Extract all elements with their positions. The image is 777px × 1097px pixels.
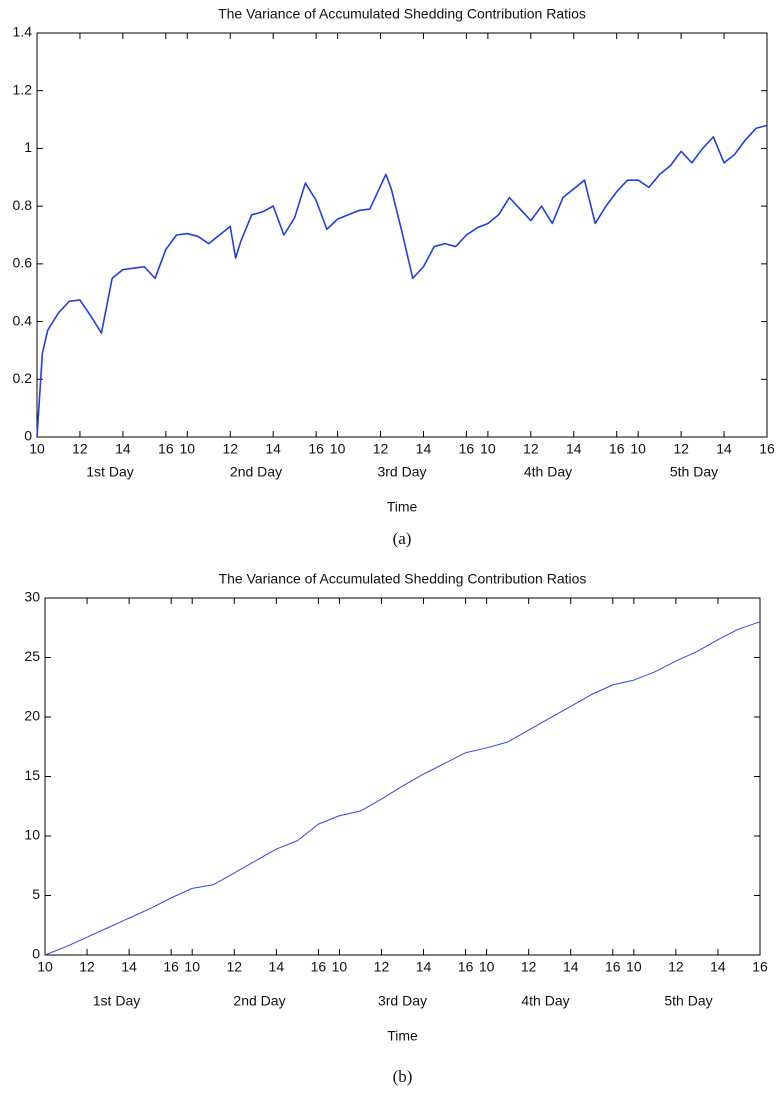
- day-label: 1st Day: [93, 993, 140, 1009]
- y-tick-label: 10: [24, 827, 40, 843]
- y-tick-label: 0: [24, 428, 32, 444]
- x-tick-label: 14: [115, 441, 131, 457]
- chart-title: The Variance of Accumulated Shedding Con…: [219, 571, 587, 587]
- x-tick-label: 12: [222, 441, 238, 457]
- x-tick-label: 16: [163, 959, 179, 975]
- day-label: 5th Day: [670, 464, 718, 480]
- x-tick-label: 14: [416, 441, 432, 457]
- x-tick-label: 16: [311, 959, 327, 975]
- x-tick-label: 10: [630, 441, 646, 457]
- x-tick-label: 12: [79, 959, 95, 975]
- x-tick-label: 10: [37, 959, 53, 975]
- x-axis-label: Time: [387, 499, 418, 515]
- chart-title: The Variance of Accumulated Shedding Con…: [218, 6, 586, 22]
- x-tick-label: 10: [332, 959, 348, 975]
- y-tick-label: 0.6: [13, 255, 33, 271]
- x-axis-label: Time: [387, 1028, 418, 1044]
- y-tick-label: 0.2: [13, 370, 33, 386]
- x-tick-label: 12: [523, 441, 539, 457]
- x-tick-label: 16: [308, 441, 324, 457]
- day-label: 1st Day: [86, 464, 133, 480]
- x-tick-label: 14: [716, 441, 732, 457]
- x-tick-label: 14: [563, 959, 579, 975]
- y-tick-label: 1: [24, 139, 32, 155]
- x-tick-label: 10: [29, 441, 45, 457]
- day-label: 5th Day: [664, 993, 712, 1009]
- x-tick-label: 16: [752, 959, 768, 975]
- x-tick-label: 12: [668, 959, 684, 975]
- x-tick-label: 10: [626, 959, 642, 975]
- y-tick-label: 0.8: [13, 197, 33, 213]
- y-tick-label: 1.4: [13, 24, 33, 40]
- day-label: 4th Day: [524, 464, 572, 480]
- day-label: 2nd Day: [233, 993, 285, 1009]
- data-line: [36, 124, 768, 438]
- x-tick-label: 12: [673, 441, 689, 457]
- x-tick-label: 12: [521, 959, 537, 975]
- day-label: 4th Day: [521, 993, 569, 1009]
- caption: (b): [393, 1067, 413, 1086]
- x-tick-label: 10: [330, 441, 346, 457]
- x-tick-label: 16: [458, 959, 474, 975]
- x-tick-label: 12: [226, 959, 242, 975]
- x-tick-label: 16: [158, 441, 174, 457]
- x-tick-label: 10: [184, 959, 200, 975]
- x-tick-label: 12: [72, 441, 88, 457]
- caption: (a): [393, 529, 412, 548]
- x-tick-label: 16: [759, 441, 775, 457]
- y-tick-label: 5: [32, 886, 40, 902]
- x-tick-label: 14: [710, 959, 726, 975]
- x-tick-label: 14: [269, 959, 285, 975]
- data-line: [44, 621, 761, 956]
- day-label: 3rd Day: [378, 993, 427, 1009]
- x-tick-label: 16: [605, 959, 621, 975]
- plot-frame: [36, 32, 768, 438]
- x-tick-label: 16: [459, 441, 475, 457]
- y-tick-label: 15: [24, 767, 40, 783]
- x-tick-label: 10: [180, 441, 196, 457]
- x-tick-label: 10: [479, 959, 495, 975]
- x-tick-label: 16: [609, 441, 625, 457]
- day-label: 2nd Day: [230, 464, 282, 480]
- y-tick-label: 25: [24, 648, 40, 664]
- x-tick-label: 14: [121, 959, 137, 975]
- x-tick-label: 14: [416, 959, 432, 975]
- x-tick-label: 14: [566, 441, 582, 457]
- x-tick-label: 12: [374, 959, 390, 975]
- x-tick-label: 14: [265, 441, 281, 457]
- day-label: 3rd Day: [377, 464, 426, 480]
- y-tick-label: 0: [32, 946, 40, 962]
- plot-frame: [44, 597, 761, 956]
- y-tick-label: 30: [24, 589, 40, 605]
- x-tick-label: 10: [480, 441, 496, 457]
- y-tick-label: 0.4: [13, 312, 33, 328]
- x-tick-label: 12: [373, 441, 389, 457]
- y-tick-label: 1.2: [13, 81, 33, 97]
- y-tick-label: 20: [24, 708, 40, 724]
